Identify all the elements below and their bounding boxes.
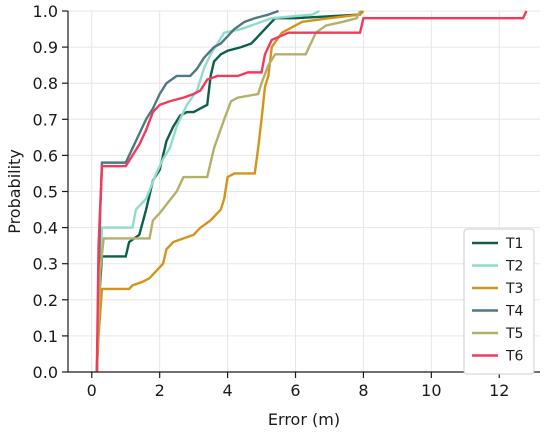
series-line-t6	[95, 10, 528, 373]
y-tick-label: 0.3	[33, 255, 58, 274]
legend-label: T4	[505, 304, 524, 320]
x-axis-label: Error (m)	[268, 410, 340, 429]
series-line-t3	[95, 10, 365, 373]
legend-label: T6	[505, 349, 524, 365]
y-tick-label: 0.6	[33, 146, 58, 165]
x-tick-label: 6	[290, 381, 300, 400]
legend-label: T5	[505, 326, 523, 342]
y-tick-label: 0.7	[33, 110, 58, 129]
y-tick-label: 0.9	[33, 38, 58, 57]
y-tick-label: 0.2	[33, 291, 58, 310]
legend-label: T2	[505, 259, 523, 275]
ticks: 0 2 4 6 8 10 12 0.0 0.1 0.2 0.3 0.4 0.5 0.6 0.7 0.8 0.9 1…	[33, 2, 510, 400]
x-tick-label: 10	[421, 381, 441, 400]
x-tick-label: 8	[358, 381, 368, 400]
x-tick-label: 0	[87, 381, 97, 400]
series-line-t4	[95, 9, 279, 373]
x-tick-label: 12	[489, 381, 509, 400]
legend: T1 T2 T3 T4 T5 T6	[463, 228, 535, 375]
legend-label: T1	[505, 236, 523, 252]
x-tick-label: 2	[155, 381, 165, 400]
y-tick-label: 1.0	[33, 2, 58, 21]
y-tick-label: 0.5	[33, 183, 58, 202]
grid	[68, 10, 540, 373]
x-tick-label: 4	[223, 381, 233, 400]
y-tick-label: 0.1	[33, 327, 58, 346]
y-tick-label: 0.0	[33, 363, 58, 382]
series-layer	[95, 9, 528, 373]
legend-box	[463, 228, 535, 375]
legend-label: T3	[505, 281, 523, 297]
y-axis-label: Probability	[5, 149, 24, 234]
series-line-t2	[95, 9, 320, 373]
y-tick-label: 0.8	[33, 74, 58, 93]
series-line-t5	[95, 10, 362, 373]
y-tick-label: 0.4	[33, 219, 58, 238]
